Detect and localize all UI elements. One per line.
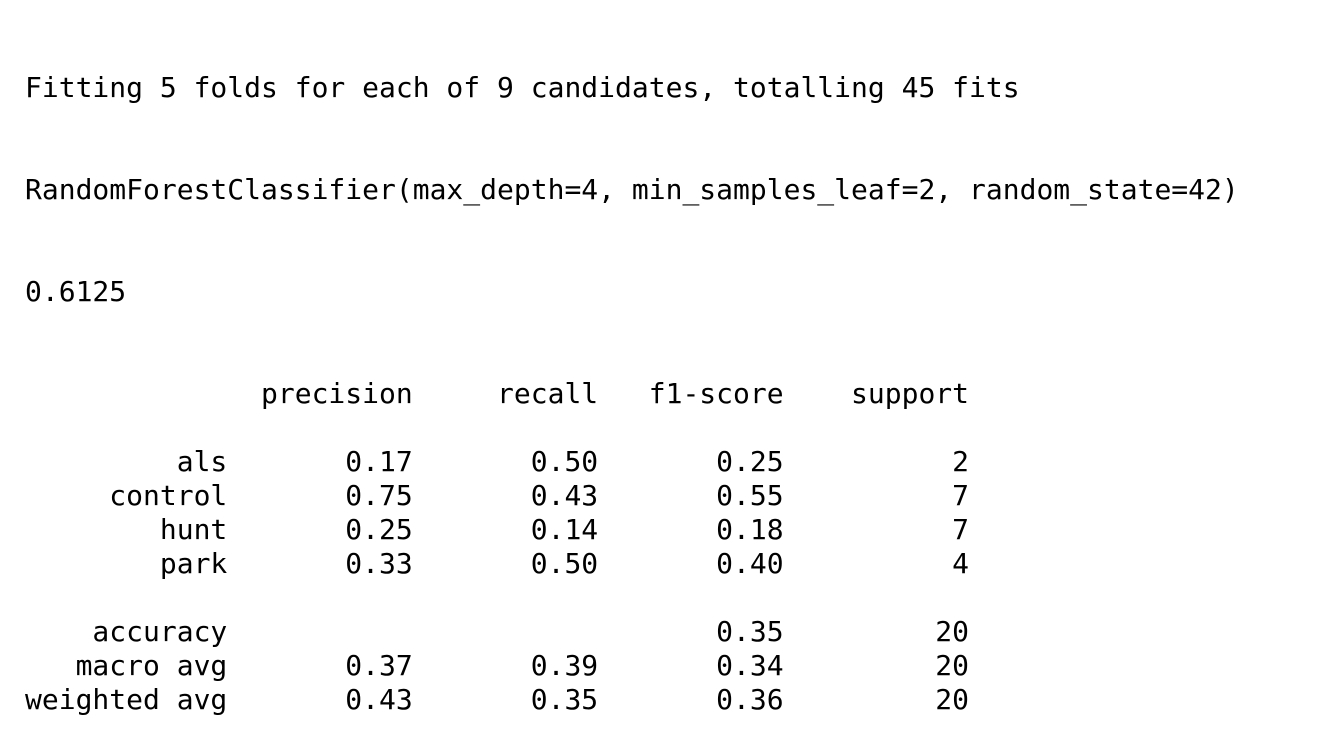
classification-report: precision recall f1-score support als 0.… [25,377,1239,717]
best-estimator: RandomForestClassifier(max_depth=4, min_… [25,173,1239,206]
cell-output: Fitting 5 folds for each of 9 candidates… [25,3,1239,751]
report-row-hunt: hunt 0.25 0.14 0.18 7 [25,513,970,546]
best-score: 0.6125 [25,275,127,308]
report-row-als: als 0.17 0.50 0.25 2 [25,445,970,478]
report-blank-line [25,411,1239,445]
fit-message: Fitting 5 folds for each of 9 candidates… [25,71,1020,104]
report-row-control: control 0.75 0.43 0.55 7 [25,479,970,512]
report-blank-line [25,581,1239,615]
report-row-park: park 0.33 0.50 0.40 4 [25,547,970,580]
report-summary-weighted-avg: weighted avg 0.43 0.35 0.36 20 [25,683,970,716]
report-summary-accuracy: accuracy 0.35 20 [25,615,970,648]
report-header: precision recall f1-score support [25,377,970,410]
report-summary-macro-avg: macro avg 0.37 0.39 0.34 20 [25,649,970,682]
